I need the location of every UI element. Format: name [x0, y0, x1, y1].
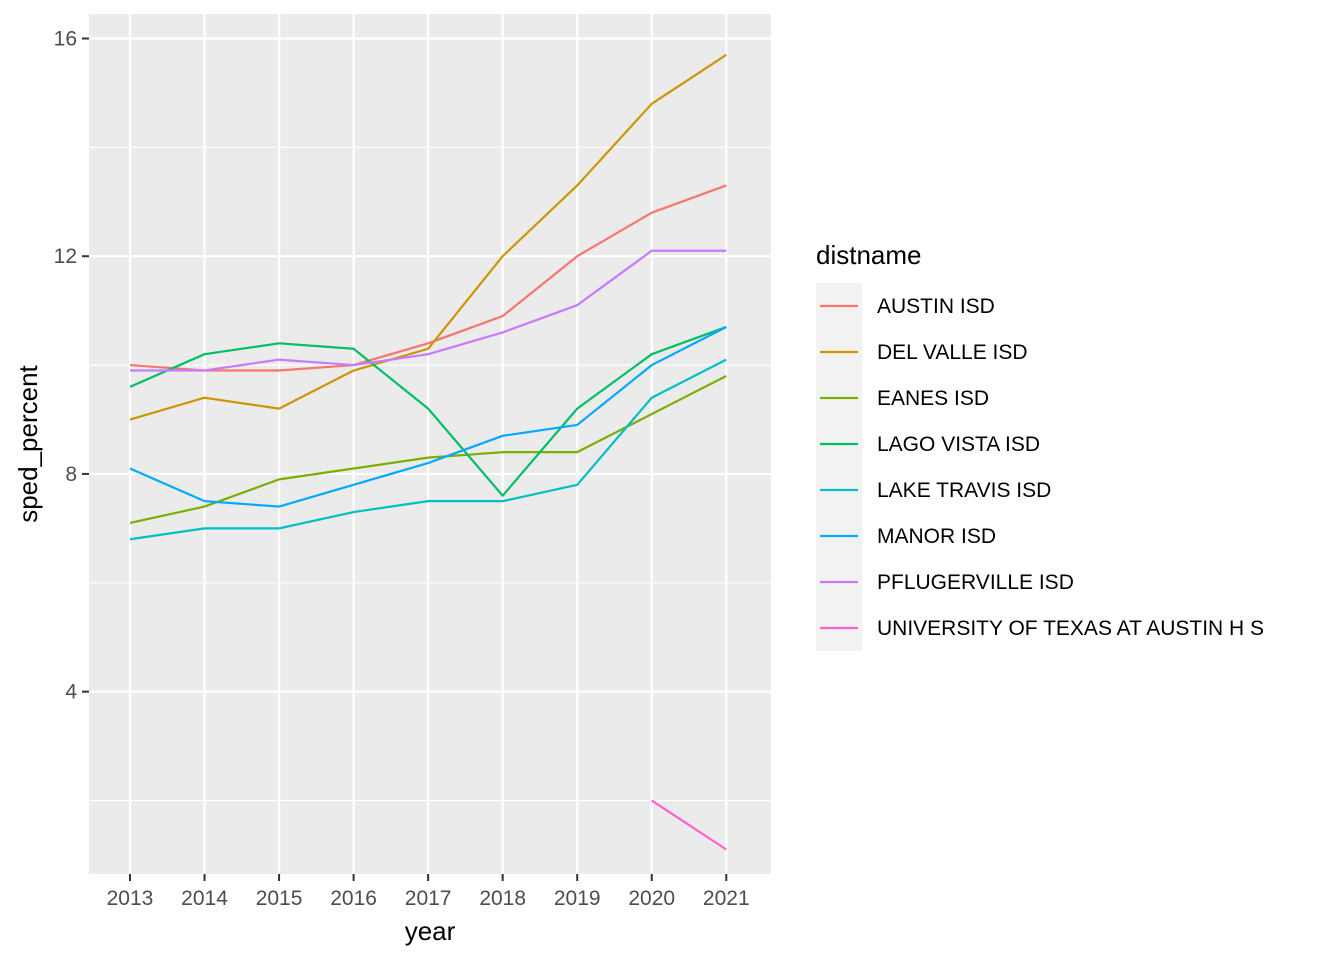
x-tick-label: 2015 [256, 887, 303, 910]
legend-label: MANOR ISD [877, 525, 996, 548]
y-tick-label: 12 [54, 245, 77, 268]
x-tick-label: 2016 [330, 887, 377, 910]
legend-label: AUSTIN ISD [877, 295, 995, 318]
y-tick-label: 16 [54, 27, 77, 50]
series-lines [129, 53, 727, 851]
y-tick-label: 4 [65, 681, 77, 704]
series-line [129, 53, 727, 421]
legend-label: UNIVERSITY OF TEXAS AT AUSTIN H S [877, 617, 1264, 640]
legend-label: LAKE TRAVIS ISD [877, 479, 1051, 502]
series-line [129, 325, 727, 497]
series-line [129, 325, 727, 508]
y-axis: 4 8 12 16 [54, 27, 89, 704]
legend-label: LAGO VISTA ISD [877, 433, 1040, 456]
x-tick-label: 2017 [405, 887, 452, 910]
series-line [129, 184, 727, 372]
legend: distname AUSTIN ISD DEL VALLE ISD EANES IS… [816, 240, 1264, 651]
legend-label: DEL VALLE ISD [877, 341, 1028, 364]
legend-label: EANES ISD [877, 387, 989, 410]
plot-panel [89, 14, 771, 874]
series-line [129, 358, 727, 541]
y-axis-title: sped_percent [13, 364, 43, 522]
x-tick-label: 2020 [628, 887, 675, 910]
legend-items: AUSTIN ISD DEL VALLE ISD EANES ISD LAGO VIS… [820, 295, 1264, 640]
legend-label: PFLUGERVILLE ISD [877, 571, 1074, 594]
y-tick-label: 8 [65, 463, 77, 486]
minor-gridlines [89, 146, 771, 802]
x-axis-title: year [405, 916, 456, 946]
x-tick-label: 2018 [479, 887, 526, 910]
legend-title: distname [816, 240, 922, 270]
x-tick-label: 2021 [703, 887, 750, 910]
x-tick-label: 2013 [107, 887, 154, 910]
major-gridlines [89, 14, 771, 874]
series-line [129, 249, 727, 372]
x-tick-label: 2019 [554, 887, 601, 910]
series-line [651, 799, 727, 851]
x-axis: 2013 2014 2015 2016 2017 2018 2019 2020 2021 [107, 874, 750, 910]
legend-keys-background [816, 283, 862, 651]
x-tick-label: 2014 [181, 887, 228, 910]
